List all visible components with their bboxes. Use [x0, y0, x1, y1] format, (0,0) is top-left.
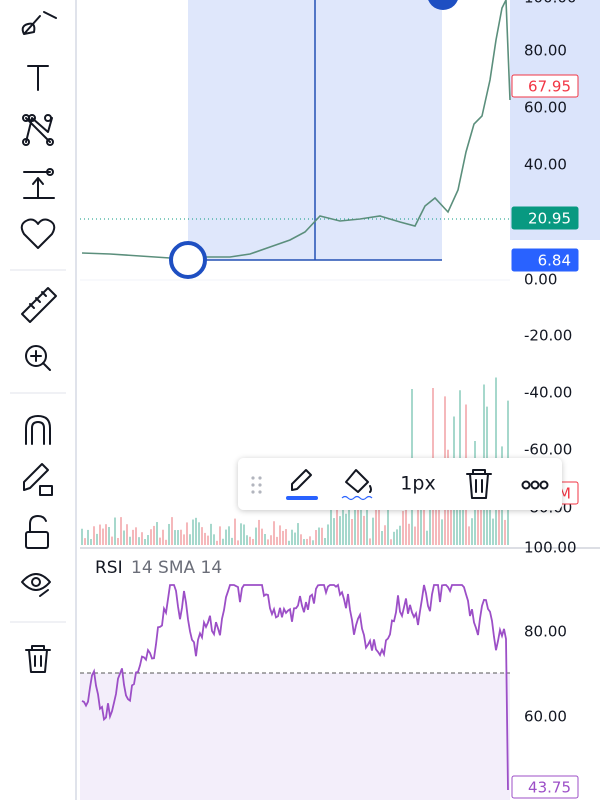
ruler-tool[interactable] — [21, 287, 57, 323]
price-axis-label: 100.00 — [524, 0, 577, 7]
price-axis-label: -20.00 — [524, 327, 572, 345]
delete-tool[interactable] — [25, 645, 51, 673]
magnet-tool[interactable] — [25, 415, 51, 445]
rsi-params: 14 SMA 14 — [131, 558, 222, 578]
lock-drawing-tool[interactable] — [23, 463, 53, 496]
rsi-axis-label: 100.00 — [524, 539, 577, 557]
price-axis-label: -40.00 — [524, 384, 572, 402]
brush-tool[interactable] — [21, 11, 57, 35]
last-price-badge-bg — [511, 74, 579, 98]
rsi-value-badge-bg — [511, 775, 579, 799]
left-toolbar — [10, 0, 77, 800]
rsi-pane — [80, 583, 510, 800]
delete-button[interactable] — [466, 469, 492, 499]
floating-toolbar: 1px — [238, 458, 562, 510]
pattern-tool[interactable] — [22, 114, 54, 146]
selection-price-badge-bg — [511, 248, 579, 272]
price-axis-label: 0.00 — [524, 271, 557, 289]
crosshair-price-badge-bg — [511, 206, 579, 230]
price-pane — [80, 0, 600, 549]
favorites-tool[interactable] — [20, 218, 56, 249]
measure-tool[interactable] — [23, 168, 55, 199]
price-axis-label: 80.00 — [524, 42, 567, 60]
text-tool[interactable] — [27, 65, 49, 91]
drag-handle[interactable] — [251, 476, 262, 494]
rsi-name: RSI — [95, 558, 123, 578]
rsi-axis-label: 80.00 — [524, 623, 567, 641]
rsi-value-badge: 43.75 — [528, 779, 571, 797]
last-price-badge: 67.95 — [528, 78, 571, 96]
price-axis-label: 40.00 — [524, 156, 567, 174]
price-axis-label: -60.00 — [524, 441, 572, 459]
line-width-button[interactable]: 1px — [400, 473, 435, 495]
price-axis-label: 60.00 — [524, 99, 567, 117]
lock-tool[interactable] — [25, 515, 49, 549]
zoom-tool[interactable] — [25, 345, 51, 371]
more-button[interactable] — [521, 480, 549, 490]
rsi-axis-label: 60.00 — [524, 708, 567, 726]
selection-price-badge: 6.84 — [538, 252, 571, 270]
line-color-button[interactable] — [286, 469, 318, 500]
fill-color-button[interactable] — [341, 469, 373, 501]
visibility-tool[interactable] — [21, 573, 51, 597]
crosshair-price-badge: 20.95 — [528, 210, 571, 228]
